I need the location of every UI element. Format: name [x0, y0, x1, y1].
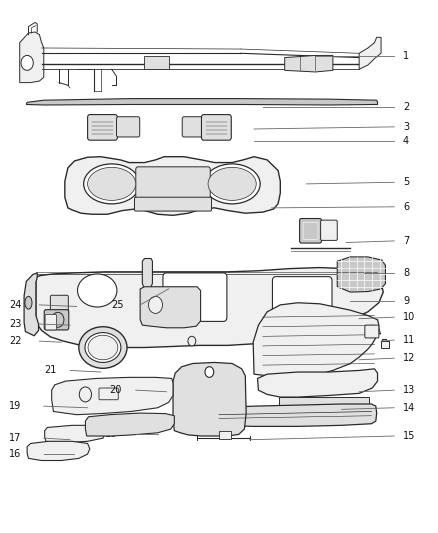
FancyBboxPatch shape — [219, 431, 231, 439]
Text: 8: 8 — [403, 268, 409, 278]
Text: 20: 20 — [110, 385, 122, 395]
Polygon shape — [337, 257, 385, 292]
Polygon shape — [173, 362, 246, 436]
Ellipse shape — [78, 274, 117, 307]
FancyBboxPatch shape — [44, 310, 69, 330]
Polygon shape — [212, 404, 377, 426]
FancyBboxPatch shape — [279, 397, 369, 406]
FancyBboxPatch shape — [365, 325, 379, 338]
Circle shape — [188, 336, 196, 346]
Ellipse shape — [208, 167, 256, 200]
Text: 7: 7 — [403, 236, 409, 246]
Polygon shape — [258, 369, 378, 397]
Text: 12: 12 — [403, 353, 415, 363]
Text: 24: 24 — [9, 300, 21, 310]
Text: 2: 2 — [403, 102, 409, 111]
Polygon shape — [24, 273, 39, 336]
Circle shape — [21, 55, 33, 70]
Text: 10: 10 — [403, 312, 415, 322]
Ellipse shape — [204, 164, 260, 204]
FancyBboxPatch shape — [136, 167, 210, 200]
Text: 16: 16 — [9, 449, 21, 459]
Ellipse shape — [84, 164, 140, 204]
FancyBboxPatch shape — [163, 273, 227, 321]
Polygon shape — [27, 441, 90, 461]
FancyBboxPatch shape — [117, 117, 140, 137]
Polygon shape — [140, 287, 201, 328]
Ellipse shape — [85, 333, 121, 362]
Polygon shape — [85, 413, 174, 436]
Polygon shape — [52, 377, 173, 415]
FancyBboxPatch shape — [45, 314, 57, 330]
Text: 21: 21 — [44, 366, 56, 375]
FancyBboxPatch shape — [272, 277, 332, 320]
Text: 3: 3 — [403, 122, 409, 132]
Text: 1: 1 — [403, 51, 409, 61]
FancyBboxPatch shape — [182, 117, 202, 137]
Ellipse shape — [88, 335, 118, 360]
Polygon shape — [65, 157, 280, 215]
Circle shape — [52, 312, 64, 327]
Text: 5: 5 — [403, 177, 409, 187]
Circle shape — [205, 367, 214, 377]
FancyBboxPatch shape — [321, 220, 337, 240]
Text: 13: 13 — [403, 385, 415, 395]
Text: 11: 11 — [403, 335, 415, 345]
Polygon shape — [26, 99, 378, 105]
Text: 15: 15 — [403, 431, 415, 441]
Ellipse shape — [88, 167, 136, 200]
Polygon shape — [20, 32, 44, 83]
FancyBboxPatch shape — [144, 56, 169, 69]
Polygon shape — [36, 268, 383, 348]
FancyBboxPatch shape — [300, 219, 321, 243]
Text: 23: 23 — [9, 319, 21, 329]
Text: 17: 17 — [9, 433, 21, 443]
Polygon shape — [45, 425, 106, 442]
Polygon shape — [359, 37, 381, 69]
FancyBboxPatch shape — [381, 341, 389, 348]
FancyBboxPatch shape — [201, 115, 231, 140]
Text: 25: 25 — [112, 300, 124, 310]
FancyBboxPatch shape — [50, 295, 68, 312]
Polygon shape — [142, 259, 152, 289]
Text: 4: 4 — [403, 136, 409, 146]
FancyBboxPatch shape — [88, 115, 117, 140]
Ellipse shape — [25, 296, 32, 309]
Ellipse shape — [79, 327, 127, 368]
Text: 19: 19 — [9, 401, 21, 411]
Text: 9: 9 — [403, 296, 409, 306]
Text: 14: 14 — [403, 403, 415, 413]
Circle shape — [148, 296, 162, 313]
Text: 18: 18 — [105, 430, 117, 439]
Polygon shape — [253, 303, 379, 377]
Polygon shape — [285, 55, 333, 72]
Text: 22: 22 — [9, 336, 21, 346]
Text: 6: 6 — [403, 202, 409, 212]
FancyBboxPatch shape — [134, 197, 212, 211]
